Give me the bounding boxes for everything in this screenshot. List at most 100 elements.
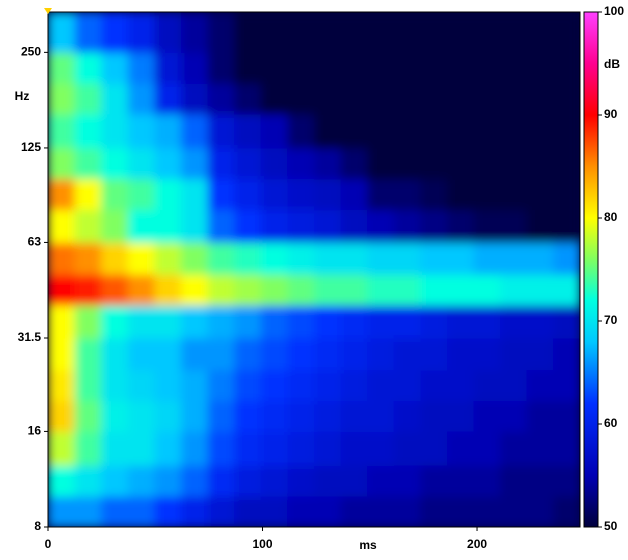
heat-cell (127, 52, 155, 84)
heat-cell (287, 369, 315, 402)
heat-cell (314, 52, 342, 84)
plot-frame (47, 11, 581, 528)
heat-cell (314, 338, 342, 371)
heat-cell (500, 431, 528, 466)
x-tick-label: 0 (45, 537, 52, 551)
heat-cell (154, 52, 182, 84)
heat-cell (181, 496, 209, 527)
heat-cell (393, 113, 421, 149)
heat-cell (526, 431, 554, 466)
heat-cell (127, 147, 155, 180)
heat-cell (154, 338, 182, 371)
heat-cell (553, 52, 580, 84)
heat-cell (447, 83, 475, 115)
heat-cell (367, 113, 395, 149)
heat-cell (260, 305, 288, 339)
heat-cell (393, 52, 421, 84)
heat-cell (127, 178, 155, 210)
heat-cell (314, 400, 342, 432)
heat-cell (101, 338, 129, 371)
heat-cell (314, 12, 342, 53)
heat-cell (127, 400, 155, 432)
heat-cell (526, 209, 554, 243)
colorbar (583, 11, 599, 528)
heat-cell (447, 147, 475, 180)
heat-cell (340, 338, 368, 371)
heat-cell (74, 209, 102, 243)
heat-cell (340, 496, 368, 527)
heat-cell (181, 12, 209, 53)
heat-cell (287, 209, 315, 243)
heat-cell (207, 178, 235, 210)
heat-cell (553, 369, 580, 402)
colorbar-tick-label: 100 (604, 4, 624, 18)
heat-cell (287, 496, 315, 527)
heat-cell (234, 52, 262, 84)
heat-cell (287, 431, 315, 466)
heat-cell (181, 113, 209, 149)
heat-cell (101, 242, 129, 275)
heat-cell (48, 274, 76, 306)
heat-cell (340, 369, 368, 402)
heat-cell (181, 305, 209, 339)
heat-cell (340, 274, 368, 306)
heat-cell (207, 147, 235, 180)
heat-cell (207, 400, 235, 432)
heat-cell (500, 400, 528, 432)
y-tick-label: 250 (21, 45, 41, 59)
heat-cell (127, 431, 155, 466)
heat-cell (393, 400, 421, 432)
heat-cell (48, 178, 76, 210)
heat-cell (314, 369, 342, 402)
heat-cell (207, 242, 235, 275)
heat-cell (473, 209, 501, 243)
heat-cell (74, 147, 102, 180)
y-axis-label: Hz (15, 89, 30, 103)
heat-cell (393, 465, 421, 497)
heat-cell (367, 147, 395, 180)
heat-cell (260, 113, 288, 149)
heat-cell (526, 274, 554, 306)
heat-cell (420, 274, 448, 306)
colorbar-label: dB (604, 57, 620, 71)
heat-cell (154, 465, 182, 497)
heat-cell (473, 400, 501, 432)
heat-cell (367, 83, 395, 115)
heat-cell (154, 274, 182, 306)
heat-cell (207, 12, 235, 53)
heat-cell (260, 209, 288, 243)
heat-cell (473, 431, 501, 466)
heat-cell (420, 52, 448, 84)
heat-cell (74, 465, 102, 497)
heat-cell (260, 369, 288, 402)
heat-cell (500, 274, 528, 306)
heat-cell (553, 83, 580, 115)
heat-cell (48, 83, 76, 115)
heat-cell (500, 465, 528, 497)
heat-cell (287, 400, 315, 432)
heat-cell (101, 465, 129, 497)
heat-cell (473, 178, 501, 210)
heat-cell (500, 369, 528, 402)
heat-cell (447, 305, 475, 339)
heat-cell (287, 242, 315, 275)
heat-cell (101, 147, 129, 180)
heat-cell (48, 305, 76, 339)
x-tick-label: 200 (467, 537, 487, 551)
heat-cell (500, 147, 528, 180)
heat-cell (234, 274, 262, 306)
heat-cell (181, 465, 209, 497)
heat-cell (473, 338, 501, 371)
heat-cell (473, 496, 501, 527)
heat-cell (234, 83, 262, 115)
heat-cell (314, 178, 342, 210)
heat-cell (447, 496, 475, 527)
heat-cell (181, 52, 209, 84)
heat-cell (207, 83, 235, 115)
heat-cell (420, 400, 448, 432)
heat-cell (74, 274, 102, 306)
y-tick-label: 63 (28, 235, 42, 249)
x-axis-label: ms (359, 538, 377, 552)
heat-cell (420, 338, 448, 371)
heat-cell (154, 12, 182, 53)
